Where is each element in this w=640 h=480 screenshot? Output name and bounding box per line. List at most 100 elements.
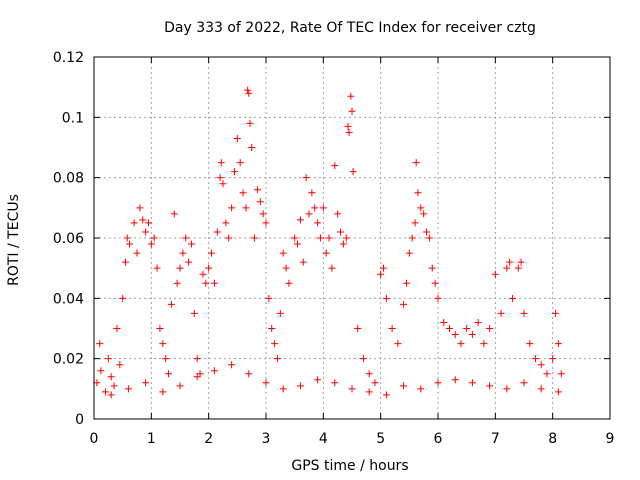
data-point: [176, 382, 184, 390]
data-point: [113, 325, 121, 332]
x-tick-label: 0: [90, 431, 99, 447]
data-point: [167, 300, 175, 308]
data-point: [96, 340, 104, 348]
x-tick-label: 7: [491, 431, 500, 447]
data-point: [400, 382, 408, 390]
y-axis-label: ROTI / TECUs: [6, 194, 22, 286]
data-point: [296, 382, 304, 390]
data-point: [123, 234, 131, 242]
data-point: [380, 264, 388, 272]
data-point: [156, 325, 164, 332]
data-point: [554, 388, 562, 396]
data-point: [486, 325, 494, 332]
data-point: [202, 279, 210, 287]
x-tick-label: 8: [548, 431, 557, 447]
data-point: [314, 376, 322, 384]
data-point: [210, 367, 218, 375]
data-point: [486, 382, 494, 390]
data-point: [119, 294, 127, 302]
data-point: [185, 258, 193, 266]
data-point: [242, 204, 250, 212]
data-point: [480, 340, 488, 348]
data-point: [222, 219, 230, 227]
data-point: [514, 264, 522, 272]
y-tick-label: 0: [75, 412, 84, 428]
data-point: [196, 370, 204, 378]
data-point: [434, 294, 442, 302]
data-point: [552, 309, 560, 317]
data-point: [205, 264, 213, 272]
data-point: [434, 379, 442, 387]
x-tick-label: 9: [606, 431, 615, 447]
x-tick-label: 6: [434, 431, 443, 447]
data-point: [526, 340, 534, 348]
data-point: [491, 270, 499, 278]
data-point: [219, 180, 227, 188]
data-point: [162, 355, 170, 363]
data-point: [239, 189, 247, 197]
data-point: [225, 234, 233, 242]
y-tick-label: 0.02: [53, 352, 84, 368]
data-point: [414, 189, 422, 197]
data-points: [93, 86, 565, 399]
data-point: [509, 294, 517, 302]
data-point: [208, 249, 216, 257]
data-point: [256, 198, 264, 206]
data-point: [377, 270, 385, 278]
data-point: [344, 122, 352, 130]
data-point: [405, 249, 413, 257]
data-point: [325, 234, 333, 242]
data-point: [210, 279, 218, 287]
data-point: [130, 219, 138, 227]
data-point: [417, 385, 425, 393]
data-point: [176, 264, 184, 272]
data-point: [159, 340, 167, 348]
chart-title: Day 333 of 2022, Rate Of TEC Index for r…: [164, 20, 536, 36]
data-point: [506, 258, 514, 266]
x-tick-label: 1: [147, 431, 156, 447]
data-point: [328, 264, 336, 272]
data-point: [549, 355, 557, 363]
data-point: [279, 385, 287, 393]
data-point: [126, 240, 134, 248]
data-point: [262, 219, 270, 227]
data-point: [193, 373, 201, 381]
data-point: [244, 86, 252, 94]
data-point: [142, 379, 150, 387]
data-point: [144, 219, 152, 227]
data-point: [314, 219, 322, 227]
data-point: [139, 216, 147, 224]
data-point: [474, 318, 482, 326]
grid-lines: [94, 57, 610, 419]
data-point: [190, 309, 198, 317]
data-point: [245, 89, 253, 97]
data-point: [107, 373, 115, 381]
data-point: [251, 234, 259, 242]
data-point: [93, 379, 101, 387]
data-point: [517, 258, 525, 266]
data-point: [182, 234, 190, 242]
data-point: [104, 355, 112, 363]
data-point: [233, 134, 241, 142]
data-point: [133, 249, 141, 257]
data-point: [296, 216, 304, 224]
data-point: [431, 279, 439, 287]
data-point: [347, 92, 355, 100]
x-tick-label: 3: [262, 431, 271, 447]
data-point: [520, 379, 528, 387]
y-tick-label: 0.1: [62, 110, 84, 126]
data-point: [322, 249, 330, 257]
data-point: [348, 385, 356, 393]
data-point: [199, 270, 207, 278]
data-point: [520, 309, 528, 317]
data-point: [253, 186, 261, 194]
data-point: [245, 370, 253, 378]
data-point: [268, 325, 276, 332]
data-point: [276, 309, 284, 317]
data-point: [503, 264, 511, 272]
data-point: [428, 264, 436, 272]
data-point: [319, 204, 327, 212]
data-point: [217, 159, 225, 167]
data-point: [345, 128, 353, 136]
data-point: [331, 379, 339, 387]
